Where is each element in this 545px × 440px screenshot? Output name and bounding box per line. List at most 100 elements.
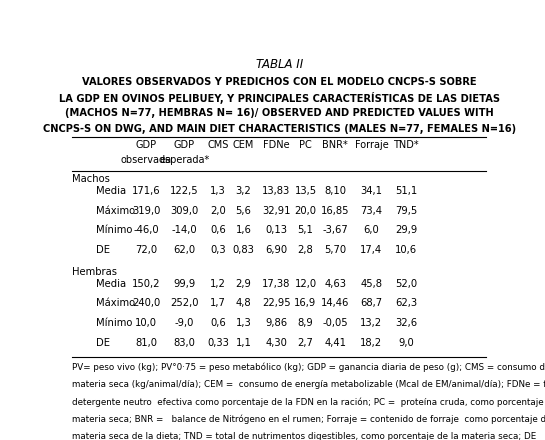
- Text: 6,0: 6,0: [364, 225, 379, 235]
- Text: 12,0: 12,0: [294, 279, 317, 289]
- Text: materia seca; BNR =   balance de Nitrógeno en el rumen; Forraje = contenido de f: materia seca; BNR = balance de Nitrógeno…: [72, 414, 545, 424]
- Text: 83,0: 83,0: [173, 338, 195, 348]
- Text: 4,41: 4,41: [324, 338, 346, 348]
- Text: TND*: TND*: [393, 140, 419, 150]
- Text: 1,2: 1,2: [210, 279, 226, 289]
- Text: DE: DE: [96, 338, 111, 348]
- Text: materia seca de la dieta; TND = total de nutrimentos digestibles, como porcentaj: materia seca de la dieta; TND = total de…: [72, 432, 537, 440]
- Text: FDNe: FDNe: [263, 140, 290, 150]
- Text: -0,05: -0,05: [322, 318, 348, 328]
- Text: Media: Media: [96, 279, 126, 289]
- Text: 6,90: 6,90: [265, 245, 287, 255]
- Text: 51,1: 51,1: [395, 186, 417, 196]
- Text: 2,9: 2,9: [235, 279, 251, 289]
- Text: Máximo: Máximo: [96, 298, 136, 308]
- Text: observada: observada: [120, 155, 172, 165]
- Text: 14,46: 14,46: [321, 298, 349, 308]
- Text: 9,0: 9,0: [398, 338, 414, 348]
- Text: 1,6: 1,6: [235, 225, 251, 235]
- Text: CEM: CEM: [233, 140, 254, 150]
- Text: 309,0: 309,0: [170, 205, 198, 216]
- Text: Hembras: Hembras: [72, 267, 117, 277]
- Text: 73,4: 73,4: [360, 205, 383, 216]
- Text: 4,8: 4,8: [235, 298, 251, 308]
- Text: 79,5: 79,5: [395, 205, 417, 216]
- Text: 0,3: 0,3: [210, 245, 226, 255]
- Text: VALORES OBSERVADOS Y PREDICHOS CON EL MODELO CNCPS-S SOBRE: VALORES OBSERVADOS Y PREDICHOS CON EL MO…: [82, 77, 477, 87]
- Text: LA GDP EN OVINOS PELIBUEY, Y PRINCIPALES CARACTERÍSTICAS DE LAS DIETAS: LA GDP EN OVINOS PELIBUEY, Y PRINCIPALES…: [59, 92, 500, 104]
- Text: (MACHOS N=77, HEMBRAS N= 16)/ OBSERVED AND PREDICTED VALUES WITH: (MACHOS N=77, HEMBRAS N= 16)/ OBSERVED A…: [65, 108, 494, 118]
- Text: 9,86: 9,86: [265, 318, 287, 328]
- Text: 13,83: 13,83: [262, 186, 290, 196]
- Text: 240,0: 240,0: [132, 298, 160, 308]
- Text: Mínimo: Mínimo: [96, 225, 133, 235]
- Text: 20,0: 20,0: [294, 205, 317, 216]
- Text: PV= peso vivo (kg); PV°0·75 = peso metabólico (kg); GDP = ganancia diaria de pes: PV= peso vivo (kg); PV°0·75 = peso metab…: [72, 363, 545, 372]
- Text: -14,0: -14,0: [172, 225, 197, 235]
- Text: TABLA II: TABLA II: [256, 58, 303, 71]
- Text: detergente neutro  efectiva como porcentaje de la FDN en la ración; PC =  proteí: detergente neutro efectiva como porcenta…: [72, 397, 545, 407]
- Text: materia seca (kg/animal/día); CEM =  consumo de energía metabolizable (Mcal de E: materia seca (kg/animal/día); CEM = cons…: [72, 380, 545, 389]
- Text: 62,3: 62,3: [395, 298, 417, 308]
- Text: 5,70: 5,70: [324, 245, 346, 255]
- Text: 8,10: 8,10: [324, 186, 346, 196]
- Text: BNR*: BNR*: [322, 140, 348, 150]
- Text: 72,0: 72,0: [135, 245, 158, 255]
- Text: 319,0: 319,0: [132, 205, 160, 216]
- Text: 29,9: 29,9: [395, 225, 417, 235]
- Text: -3,67: -3,67: [322, 225, 348, 235]
- Text: DE: DE: [96, 245, 111, 255]
- Text: 0,83: 0,83: [233, 245, 255, 255]
- Text: 171,6: 171,6: [132, 186, 161, 196]
- Text: CNCPS-S ON DWG, AND MAIN DIET CHARACTERISTICS (MALES N=77, FEMALES N=16): CNCPS-S ON DWG, AND MAIN DIET CHARACTERI…: [43, 124, 516, 134]
- Text: -46,0: -46,0: [134, 225, 159, 235]
- Text: 52,0: 52,0: [395, 279, 417, 289]
- Text: 13,5: 13,5: [294, 186, 317, 196]
- Text: Media: Media: [96, 186, 126, 196]
- Text: 150,2: 150,2: [132, 279, 161, 289]
- Text: 16,85: 16,85: [321, 205, 349, 216]
- Text: Máximo: Máximo: [96, 205, 136, 216]
- Text: 252,0: 252,0: [170, 298, 198, 308]
- Text: 13,2: 13,2: [360, 318, 383, 328]
- Text: 8,9: 8,9: [298, 318, 313, 328]
- Text: 32,6: 32,6: [395, 318, 417, 328]
- Text: Forraje: Forraje: [354, 140, 388, 150]
- Text: 4,63: 4,63: [324, 279, 346, 289]
- Text: Machos: Machos: [72, 174, 110, 184]
- Text: 10,6: 10,6: [395, 245, 417, 255]
- Text: GDP: GDP: [136, 140, 157, 150]
- Text: 10,0: 10,0: [135, 318, 158, 328]
- Text: 68,7: 68,7: [360, 298, 383, 308]
- Text: 2,0: 2,0: [210, 205, 226, 216]
- Text: 5,1: 5,1: [298, 225, 313, 235]
- Text: 32,91: 32,91: [262, 205, 290, 216]
- Text: 0,13: 0,13: [265, 225, 287, 235]
- Text: 17,4: 17,4: [360, 245, 383, 255]
- Text: 4,30: 4,30: [265, 338, 287, 348]
- Text: 1,1: 1,1: [235, 338, 251, 348]
- Text: -9,0: -9,0: [174, 318, 194, 328]
- Text: 2,7: 2,7: [298, 338, 313, 348]
- Text: 22,95: 22,95: [262, 298, 290, 308]
- Text: 18,2: 18,2: [360, 338, 383, 348]
- Text: 62,0: 62,0: [173, 245, 195, 255]
- Text: 1,3: 1,3: [210, 186, 226, 196]
- Text: 34,1: 34,1: [360, 186, 383, 196]
- Text: 3,2: 3,2: [235, 186, 251, 196]
- Text: 5,6: 5,6: [235, 205, 251, 216]
- Text: esperada*: esperada*: [159, 155, 209, 165]
- Text: PC: PC: [299, 140, 312, 150]
- Text: Mínimo: Mínimo: [96, 318, 133, 328]
- Text: 0,6: 0,6: [210, 225, 226, 235]
- Text: CMS: CMS: [208, 140, 229, 150]
- Text: 1,7: 1,7: [210, 298, 226, 308]
- Text: 0,33: 0,33: [207, 338, 229, 348]
- Text: GDP: GDP: [174, 140, 195, 150]
- Text: 0,6: 0,6: [210, 318, 226, 328]
- Text: 45,8: 45,8: [360, 279, 383, 289]
- Text: 99,9: 99,9: [173, 279, 196, 289]
- Text: 16,9: 16,9: [294, 298, 317, 308]
- Text: 17,38: 17,38: [262, 279, 290, 289]
- Text: 81,0: 81,0: [135, 338, 158, 348]
